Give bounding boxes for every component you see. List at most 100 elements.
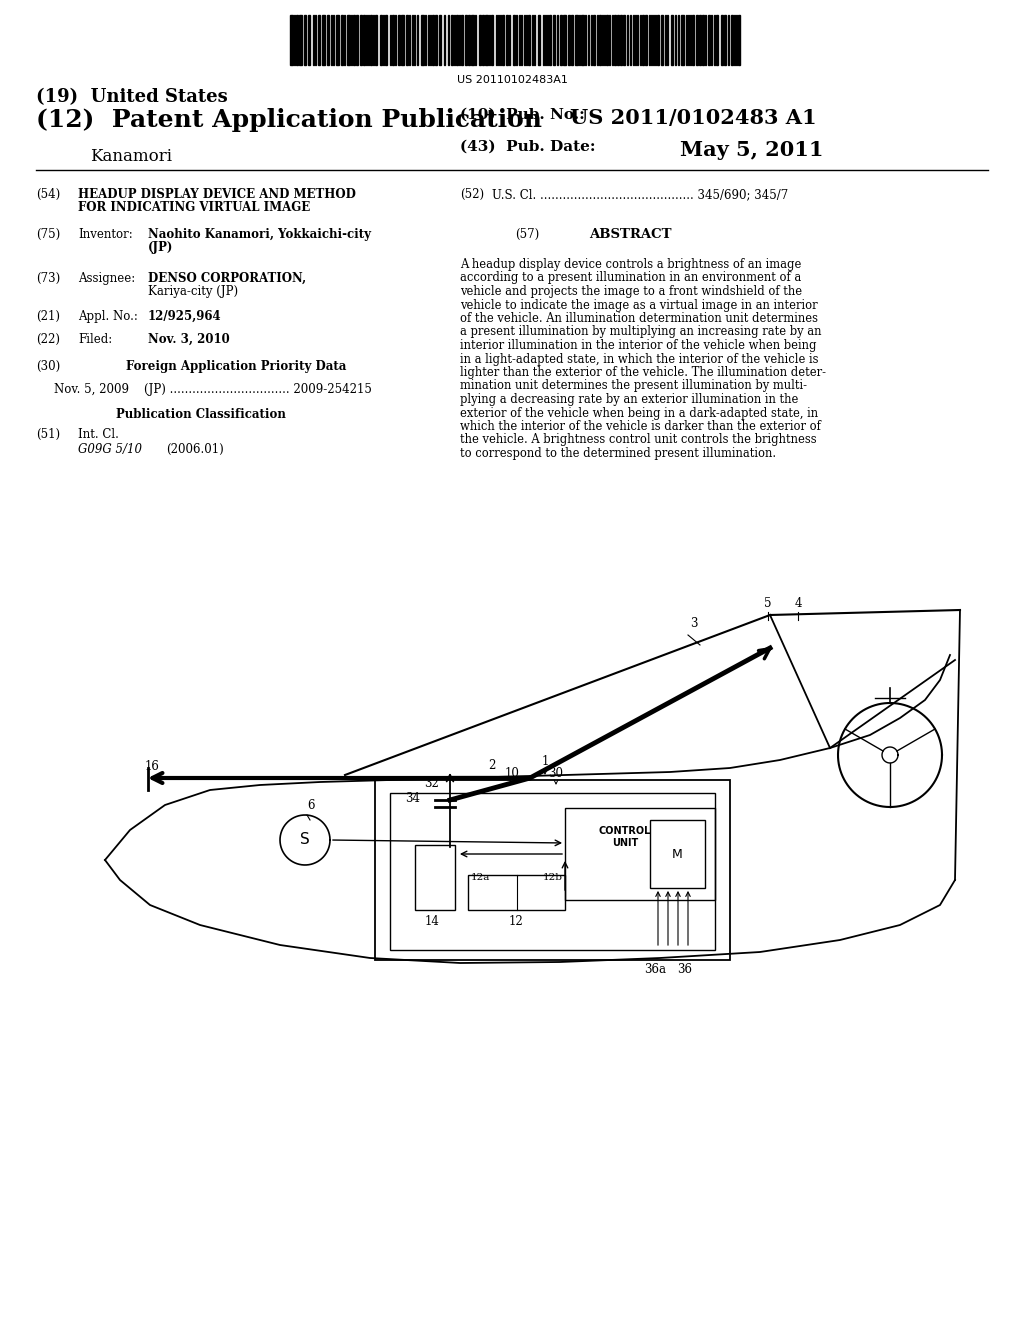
Bar	[356, 15, 358, 65]
Bar	[696, 15, 698, 65]
Bar	[581, 15, 584, 65]
Bar	[553, 15, 555, 65]
Text: US 2011/0102483 A1: US 2011/0102483 A1	[570, 108, 816, 128]
Text: 12b: 12b	[543, 873, 563, 882]
Bar	[322, 15, 325, 65]
Bar	[461, 15, 463, 65]
Text: 16: 16	[145, 760, 160, 774]
Bar	[347, 15, 350, 65]
Text: 3: 3	[690, 616, 697, 630]
Text: 6: 6	[307, 799, 314, 812]
Bar	[392, 15, 394, 65]
Bar	[549, 15, 551, 65]
Bar	[650, 820, 705, 888]
Text: Kanamori: Kanamori	[90, 148, 172, 165]
Text: 12a: 12a	[470, 873, 489, 882]
Text: Inventor:: Inventor:	[78, 228, 133, 242]
Text: in a light-adapted state, in which the interior of the vehicle is: in a light-adapted state, in which the i…	[460, 352, 818, 366]
Bar	[336, 15, 339, 65]
Text: HEADUP DISPLAY DEVICE AND METHOD: HEADUP DISPLAY DEVICE AND METHOD	[78, 187, 356, 201]
Bar	[465, 15, 467, 65]
Bar	[716, 15, 718, 65]
Bar	[299, 15, 302, 65]
Text: 5: 5	[764, 597, 772, 610]
Text: interior illumination in the interior of the vehicle when being: interior illumination in the interior of…	[460, 339, 816, 352]
Text: (54): (54)	[36, 187, 60, 201]
Text: May 5, 2011: May 5, 2011	[680, 140, 823, 160]
Text: Publication Classification: Publication Classification	[116, 408, 286, 421]
Bar	[593, 15, 595, 65]
Text: (73): (73)	[36, 272, 60, 285]
Bar	[563, 15, 566, 65]
Text: 4: 4	[795, 597, 802, 610]
Text: G09G 5/10: G09G 5/10	[78, 444, 142, 455]
Text: (57): (57)	[515, 228, 540, 242]
Bar	[702, 15, 705, 65]
Bar	[671, 15, 673, 65]
Bar	[642, 15, 644, 65]
Bar	[421, 15, 424, 65]
Text: 2: 2	[488, 759, 496, 772]
Bar	[479, 15, 481, 65]
Bar	[699, 15, 701, 65]
Text: Nov. 3, 2010: Nov. 3, 2010	[148, 333, 229, 346]
Text: plying a decreasing rate by an exterior illumination in the: plying a decreasing rate by an exterior …	[460, 393, 799, 407]
Bar	[575, 15, 578, 65]
Text: 36: 36	[678, 964, 692, 975]
Bar	[439, 15, 441, 65]
Text: (52): (52)	[460, 187, 484, 201]
Bar	[731, 15, 733, 65]
Bar	[401, 15, 404, 65]
Text: (JP): (JP)	[148, 242, 173, 253]
Bar	[606, 15, 608, 65]
Text: ABSTRACT: ABSTRACT	[589, 228, 672, 242]
Text: (75): (75)	[36, 228, 60, 242]
Text: Appl. No.:: Appl. No.:	[78, 310, 138, 323]
Bar	[502, 15, 504, 65]
Bar	[375, 780, 730, 960]
Bar	[565, 808, 715, 900]
Text: Kariya-city (JP): Kariya-city (JP)	[148, 285, 239, 298]
Bar	[692, 15, 694, 65]
Text: 36a: 36a	[644, 964, 666, 975]
Bar	[482, 15, 484, 65]
Text: a present illumination by multiplying an increasing rate by an: a present illumination by multiplying an…	[460, 326, 821, 338]
Text: (2006.01): (2006.01)	[166, 444, 224, 455]
Bar	[506, 15, 508, 65]
Bar	[435, 15, 437, 65]
Bar	[390, 793, 715, 950]
Bar	[614, 15, 616, 65]
Text: (19)  United States: (19) United States	[36, 88, 227, 106]
Bar	[471, 15, 474, 65]
Text: 32: 32	[425, 777, 439, 789]
Text: S: S	[300, 833, 310, 847]
Bar	[318, 15, 319, 65]
Bar	[485, 15, 488, 65]
Bar	[513, 15, 515, 65]
Text: Filed:: Filed:	[78, 333, 113, 346]
Text: (51): (51)	[36, 428, 60, 441]
Bar	[360, 15, 362, 65]
Text: 14: 14	[425, 915, 439, 928]
Bar	[451, 15, 453, 65]
Bar	[385, 15, 387, 65]
Bar	[353, 15, 355, 65]
Text: the vehicle. A brightness control unit controls the brightness: the vehicle. A brightness control unit c…	[460, 433, 816, 446]
Bar	[657, 15, 659, 65]
Bar	[308, 15, 310, 65]
Text: 10: 10	[505, 767, 519, 780]
Bar	[456, 15, 458, 65]
Text: Assignee:: Assignee:	[78, 272, 135, 285]
Text: (10)  Pub. No.:: (10) Pub. No.:	[460, 108, 585, 121]
Bar	[304, 15, 306, 65]
Text: mination unit determines the present illumination by multi-: mination unit determines the present ill…	[460, 380, 807, 392]
Text: (21): (21)	[36, 310, 60, 323]
Bar	[620, 15, 622, 65]
Text: DENSO CORPORATION,: DENSO CORPORATION,	[148, 272, 306, 285]
Text: Nov. 5, 2009    (JP) ................................ 2009-254215: Nov. 5, 2009 (JP) ......................…	[54, 383, 372, 396]
Text: (22): (22)	[36, 333, 60, 346]
Text: which the interior of the vehicle is darker than the exterior of: which the interior of the vehicle is dar…	[460, 420, 821, 433]
Bar	[468, 875, 565, 909]
Bar	[599, 15, 601, 65]
Text: FOR INDICATING VIRTUAL IMAGE: FOR INDICATING VIRTUAL IMAGE	[78, 201, 310, 214]
